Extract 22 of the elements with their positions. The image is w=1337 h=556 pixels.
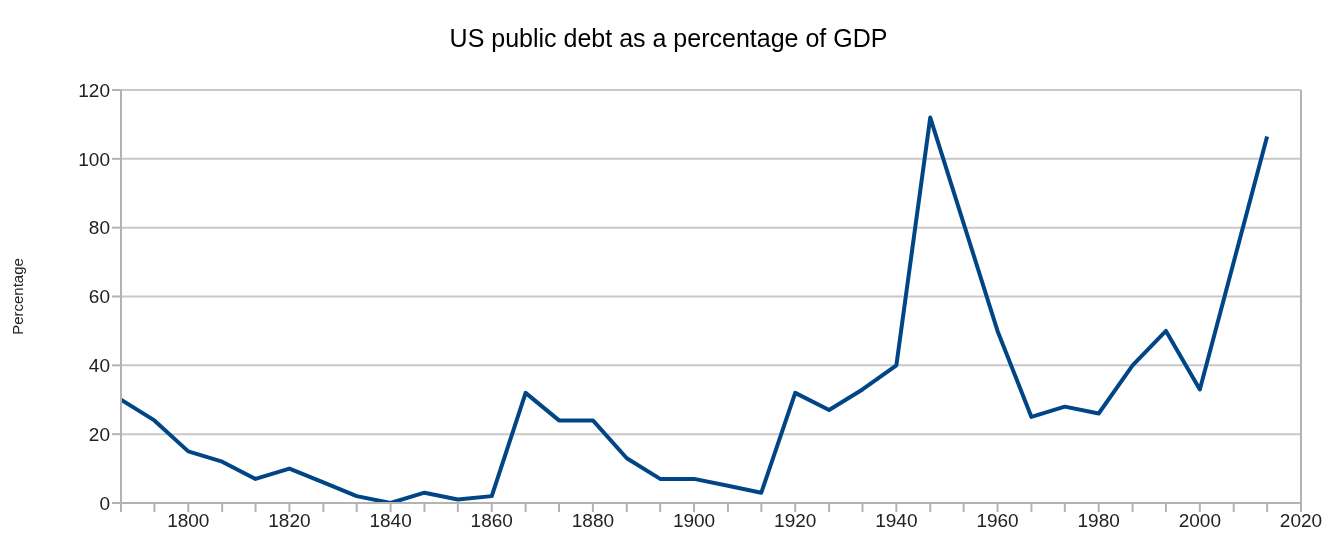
chart-title: US public debt as a percentage of GDP — [448, 24, 889, 53]
y-tick-label: 80 — [88, 217, 110, 239]
x-tick-label: 1800 — [167, 510, 210, 532]
x-tick-label: 1960 — [976, 510, 1019, 532]
x-tick-label: 1920 — [774, 510, 817, 532]
x-tick-label: 1900 — [672, 510, 716, 532]
x-tick-label: 2020 — [1279, 510, 1323, 532]
x-tick-label: 1940 — [875, 510, 918, 532]
x-tick-label: 1880 — [571, 510, 615, 532]
y-tick-label: 120 — [78, 79, 110, 101]
y-axis-title: Percentage — [9, 258, 27, 335]
x-tick-label: 1980 — [1077, 510, 1120, 532]
x-tick-label: 2000 — [1178, 510, 1221, 532]
x-tick-label: 1820 — [268, 510, 311, 532]
x-tick-label: 1840 — [369, 510, 412, 532]
y-tick-label: 60 — [88, 286, 110, 308]
y-tick-label: 100 — [78, 148, 110, 170]
y-tick-label: 20 — [88, 423, 110, 445]
y-tick-label: 40 — [88, 355, 110, 377]
y-tick-label: 0 — [99, 492, 110, 514]
x-tick-label: 1860 — [470, 510, 513, 532]
line-series — [121, 115, 1270, 503]
